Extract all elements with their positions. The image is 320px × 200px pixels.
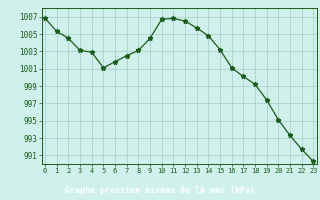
Text: Graphe pression niveau de la mer (hPa): Graphe pression niveau de la mer (hPa)	[65, 186, 255, 195]
